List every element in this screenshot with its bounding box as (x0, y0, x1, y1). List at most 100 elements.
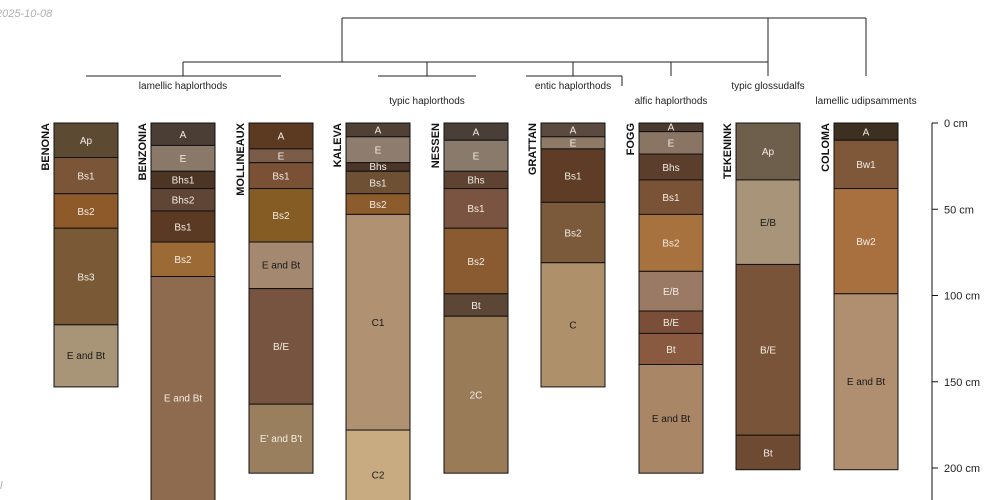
horizon-label: Ap (762, 147, 775, 158)
horizon-label: Bw1 (856, 160, 876, 171)
horizon-label: Bs1 (467, 204, 485, 215)
horizon-label: E (668, 139, 675, 150)
horizon-label: Ap (80, 136, 93, 147)
horizon-label: B/E (663, 318, 679, 329)
horizon-label: Bs1 (369, 178, 387, 189)
tick-label: 50 cm (944, 204, 974, 216)
profile-name: BENZONIA (137, 123, 149, 181)
horizon-label: Bt (763, 448, 773, 459)
horizon-e-b (638, 270, 704, 312)
profile-benona: Ap Bs1 Bs2 Bs3 E and Bt BENONA (40, 122, 119, 388)
group-label-lamellic-haplorthods: lamellic haplorthods (139, 81, 227, 92)
horizon-e-and-bt (53, 324, 119, 388)
horizon-e-b (735, 179, 801, 265)
horizon-label: Bs3 (77, 272, 95, 283)
horizon-bs2 (443, 227, 509, 295)
horizon-c2 (345, 429, 411, 500)
horizon-label: E and Bt (164, 393, 203, 404)
group-label-lamellic-udipsamments: lamellic udipsamments (815, 96, 916, 107)
corner-mark: l (0, 480, 3, 492)
horizon-bs1 (443, 188, 509, 229)
profile-benzonia: A E Bhs1 Bhs2 Bs1 Bs2 E and Bt BENZONIA (137, 122, 216, 500)
horizon-label: E and Bt (262, 261, 301, 272)
horizon-bt (638, 332, 704, 366)
horizon-bs2 (150, 241, 216, 278)
horizon-bs1 (150, 210, 216, 243)
profile-name: GRATTAN (527, 123, 539, 175)
horizon-b-e (735, 263, 801, 436)
horizon-label: Bs1 (564, 171, 582, 182)
horizon-label: B/E (273, 342, 289, 353)
profile-grattan: AE Bs1 Bs2 C GRATTAN (527, 122, 606, 388)
horizon-label: Bhs (662, 163, 679, 174)
horizon-ap (735, 122, 801, 181)
horizon-label: A (375, 126, 382, 137)
horizon-label: Bs1 (174, 222, 192, 233)
horizon-label: E and Bt (847, 377, 886, 388)
profile-fogg: AE Bhs Bs1 Bs2 E/B B/E Bt E and Bt FOGG (625, 122, 704, 474)
horizon-bs2 (638, 213, 704, 272)
profile-name: NESSEN (430, 123, 442, 168)
tick-label: 100 cm (944, 291, 980, 303)
horizon-label: A (180, 130, 187, 141)
horizon-label: E (278, 152, 285, 163)
horizon-label: E (375, 146, 382, 157)
horizon-c1 (345, 213, 411, 431)
horizon-label: Bt (666, 345, 676, 356)
horizon-bw2 (833, 188, 899, 295)
horizon-label: Bs2 (369, 200, 387, 211)
tick-label: 200 cm (944, 463, 980, 475)
horizon-e-and-bt (833, 293, 899, 471)
horizon-label: Bs2 (77, 207, 95, 218)
depth-axis: 0 cm 50 cm 100 cm 150 cm 200 cm (931, 118, 980, 500)
horizon-label: A (863, 127, 870, 138)
group-label-typic-haplorthods: typic haplorthods (389, 96, 465, 107)
horizon-label: A (278, 132, 285, 143)
profile-name: MOLLINEAUX (235, 122, 247, 195)
horizon-label: Bt (471, 301, 481, 312)
horizon-label: A (668, 122, 675, 133)
horizon-label: E (473, 152, 480, 163)
profile-tekenink: Ap E/B B/E Bt TEKENINK (722, 122, 801, 471)
horizon-bt (735, 434, 801, 471)
horizon-label: E/B (760, 218, 776, 229)
horizon-label: E (180, 154, 187, 165)
profile-name: COLOMA (820, 123, 832, 172)
profile-kaleva: AE Bhs Bs1 Bs2 C1 C2 KALEVA (332, 122, 411, 500)
tick-label: 0 cm (944, 118, 968, 130)
horizon-bs2 (248, 188, 314, 243)
horizon-c (540, 262, 606, 388)
profile-name: TEKENINK (722, 123, 734, 179)
horizon-label: Bhs (467, 176, 484, 187)
profile-name: FOGG (625, 123, 637, 155)
horizon-label: E (570, 139, 577, 150)
profile-name: KALEVA (332, 123, 344, 167)
horizon-bhs (638, 153, 704, 181)
horizon-label: Bs2 (564, 228, 582, 239)
horizon-label: 2C (470, 390, 483, 401)
profile-coloma: A Bw1 Bw2 E and Bt COLOMA (820, 122, 899, 471)
horizon-e (443, 139, 509, 172)
horizon-label: Bs1 (272, 171, 290, 182)
horizon-bs2 (540, 201, 606, 264)
horizon-a (248, 122, 314, 150)
profile-mollineaux: AE Bs1 Bs2 E and Bt B/E E' and B't MOLLINEAUX (235, 122, 314, 474)
tick-label: 150 cm (944, 377, 980, 389)
horizon-label: E' and B't (260, 434, 302, 445)
horizon-label: Bs2 (662, 239, 680, 250)
horizon-bs1 (638, 179, 704, 215)
horizon-label: E and Bt (67, 351, 106, 362)
horizon-label: E/B (663, 287, 679, 298)
horizon-label: Bw2 (856, 237, 876, 248)
horizon-b-e (248, 288, 314, 405)
horizon-label: Bhs1 (172, 176, 195, 187)
group-label-entic-haplorthods: entic haplorthods (535, 81, 611, 92)
horizon-e-and-bt (248, 241, 314, 290)
horizon-e-and-b-t (248, 403, 314, 474)
horizon-e-and-bt (638, 364, 704, 474)
horizon-label: Bs1 (77, 171, 95, 182)
group-label-alfic-haplorthods: alfic haplorthods (635, 96, 708, 107)
horizon-label: A (473, 127, 480, 138)
